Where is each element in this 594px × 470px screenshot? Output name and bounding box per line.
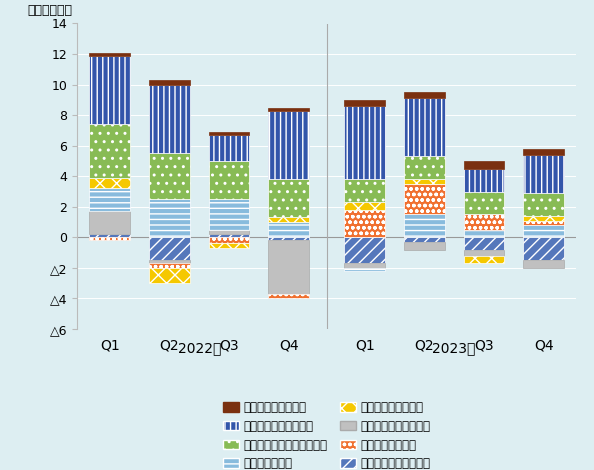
Bar [90, 237, 130, 240]
Bar [208, 161, 249, 199]
Bar [90, 124, 130, 178]
Bar [208, 199, 249, 230]
Bar [523, 260, 564, 268]
Bar [208, 230, 249, 234]
Bar [268, 179, 309, 218]
Bar [523, 193, 564, 216]
Bar [523, 237, 564, 260]
Bar [464, 214, 504, 230]
Bar [90, 188, 130, 212]
Text: （ポイント）: （ポイント） [27, 4, 72, 17]
Bar [464, 250, 504, 256]
Bar [523, 155, 564, 193]
Bar [268, 294, 309, 298]
Bar [464, 230, 504, 237]
Bar [404, 237, 445, 242]
Bar [149, 153, 189, 199]
Text: 2022年: 2022年 [178, 341, 221, 355]
Bar [464, 237, 504, 250]
Legend: 知的財産（その他）, 知的財産（研究開発）, 知的財産（ソフトウェア）, 機器（その他）, 機器（産業用機器）, 機器（情報関連機器）, 構築物（その他）, 構: 知的財産（その他）, 知的財産（研究開発）, 知的財産（ソフトウェア）, 機器（… [218, 396, 435, 470]
Bar [404, 98, 445, 157]
Bar [90, 55, 130, 124]
Bar [208, 234, 249, 237]
Bar [268, 218, 309, 222]
Bar [464, 192, 504, 214]
Bar [149, 85, 189, 153]
Bar [345, 237, 385, 263]
Bar [90, 178, 130, 188]
Bar [268, 108, 309, 110]
Bar [268, 240, 309, 294]
Bar [90, 212, 130, 234]
Bar [345, 202, 385, 210]
Bar [208, 237, 249, 243]
Bar [208, 243, 249, 248]
Bar [464, 161, 504, 169]
Bar [149, 80, 189, 85]
Bar [345, 210, 385, 237]
Bar [404, 157, 445, 179]
Bar [90, 53, 130, 55]
Bar [345, 263, 385, 268]
Bar [149, 199, 189, 237]
Bar [523, 220, 564, 225]
Bar [404, 242, 445, 250]
Bar [404, 92, 445, 98]
Bar [345, 100, 385, 106]
Bar [268, 110, 309, 179]
Bar [464, 169, 504, 192]
Bar [404, 214, 445, 237]
Bar [404, 179, 445, 184]
Text: 2023年: 2023年 [432, 341, 476, 355]
Bar [523, 149, 564, 155]
Bar [208, 135, 249, 161]
Bar [268, 222, 309, 237]
Bar [149, 237, 189, 260]
Bar [523, 216, 564, 220]
Bar [404, 184, 445, 214]
Bar [345, 179, 385, 202]
Bar [523, 225, 564, 237]
Bar [149, 260, 189, 263]
Bar [90, 234, 130, 237]
Bar [345, 268, 385, 271]
Bar [464, 256, 504, 263]
Bar [345, 106, 385, 179]
Bar [268, 237, 309, 240]
Bar [149, 263, 189, 268]
Bar [149, 268, 189, 283]
Bar [208, 132, 249, 135]
